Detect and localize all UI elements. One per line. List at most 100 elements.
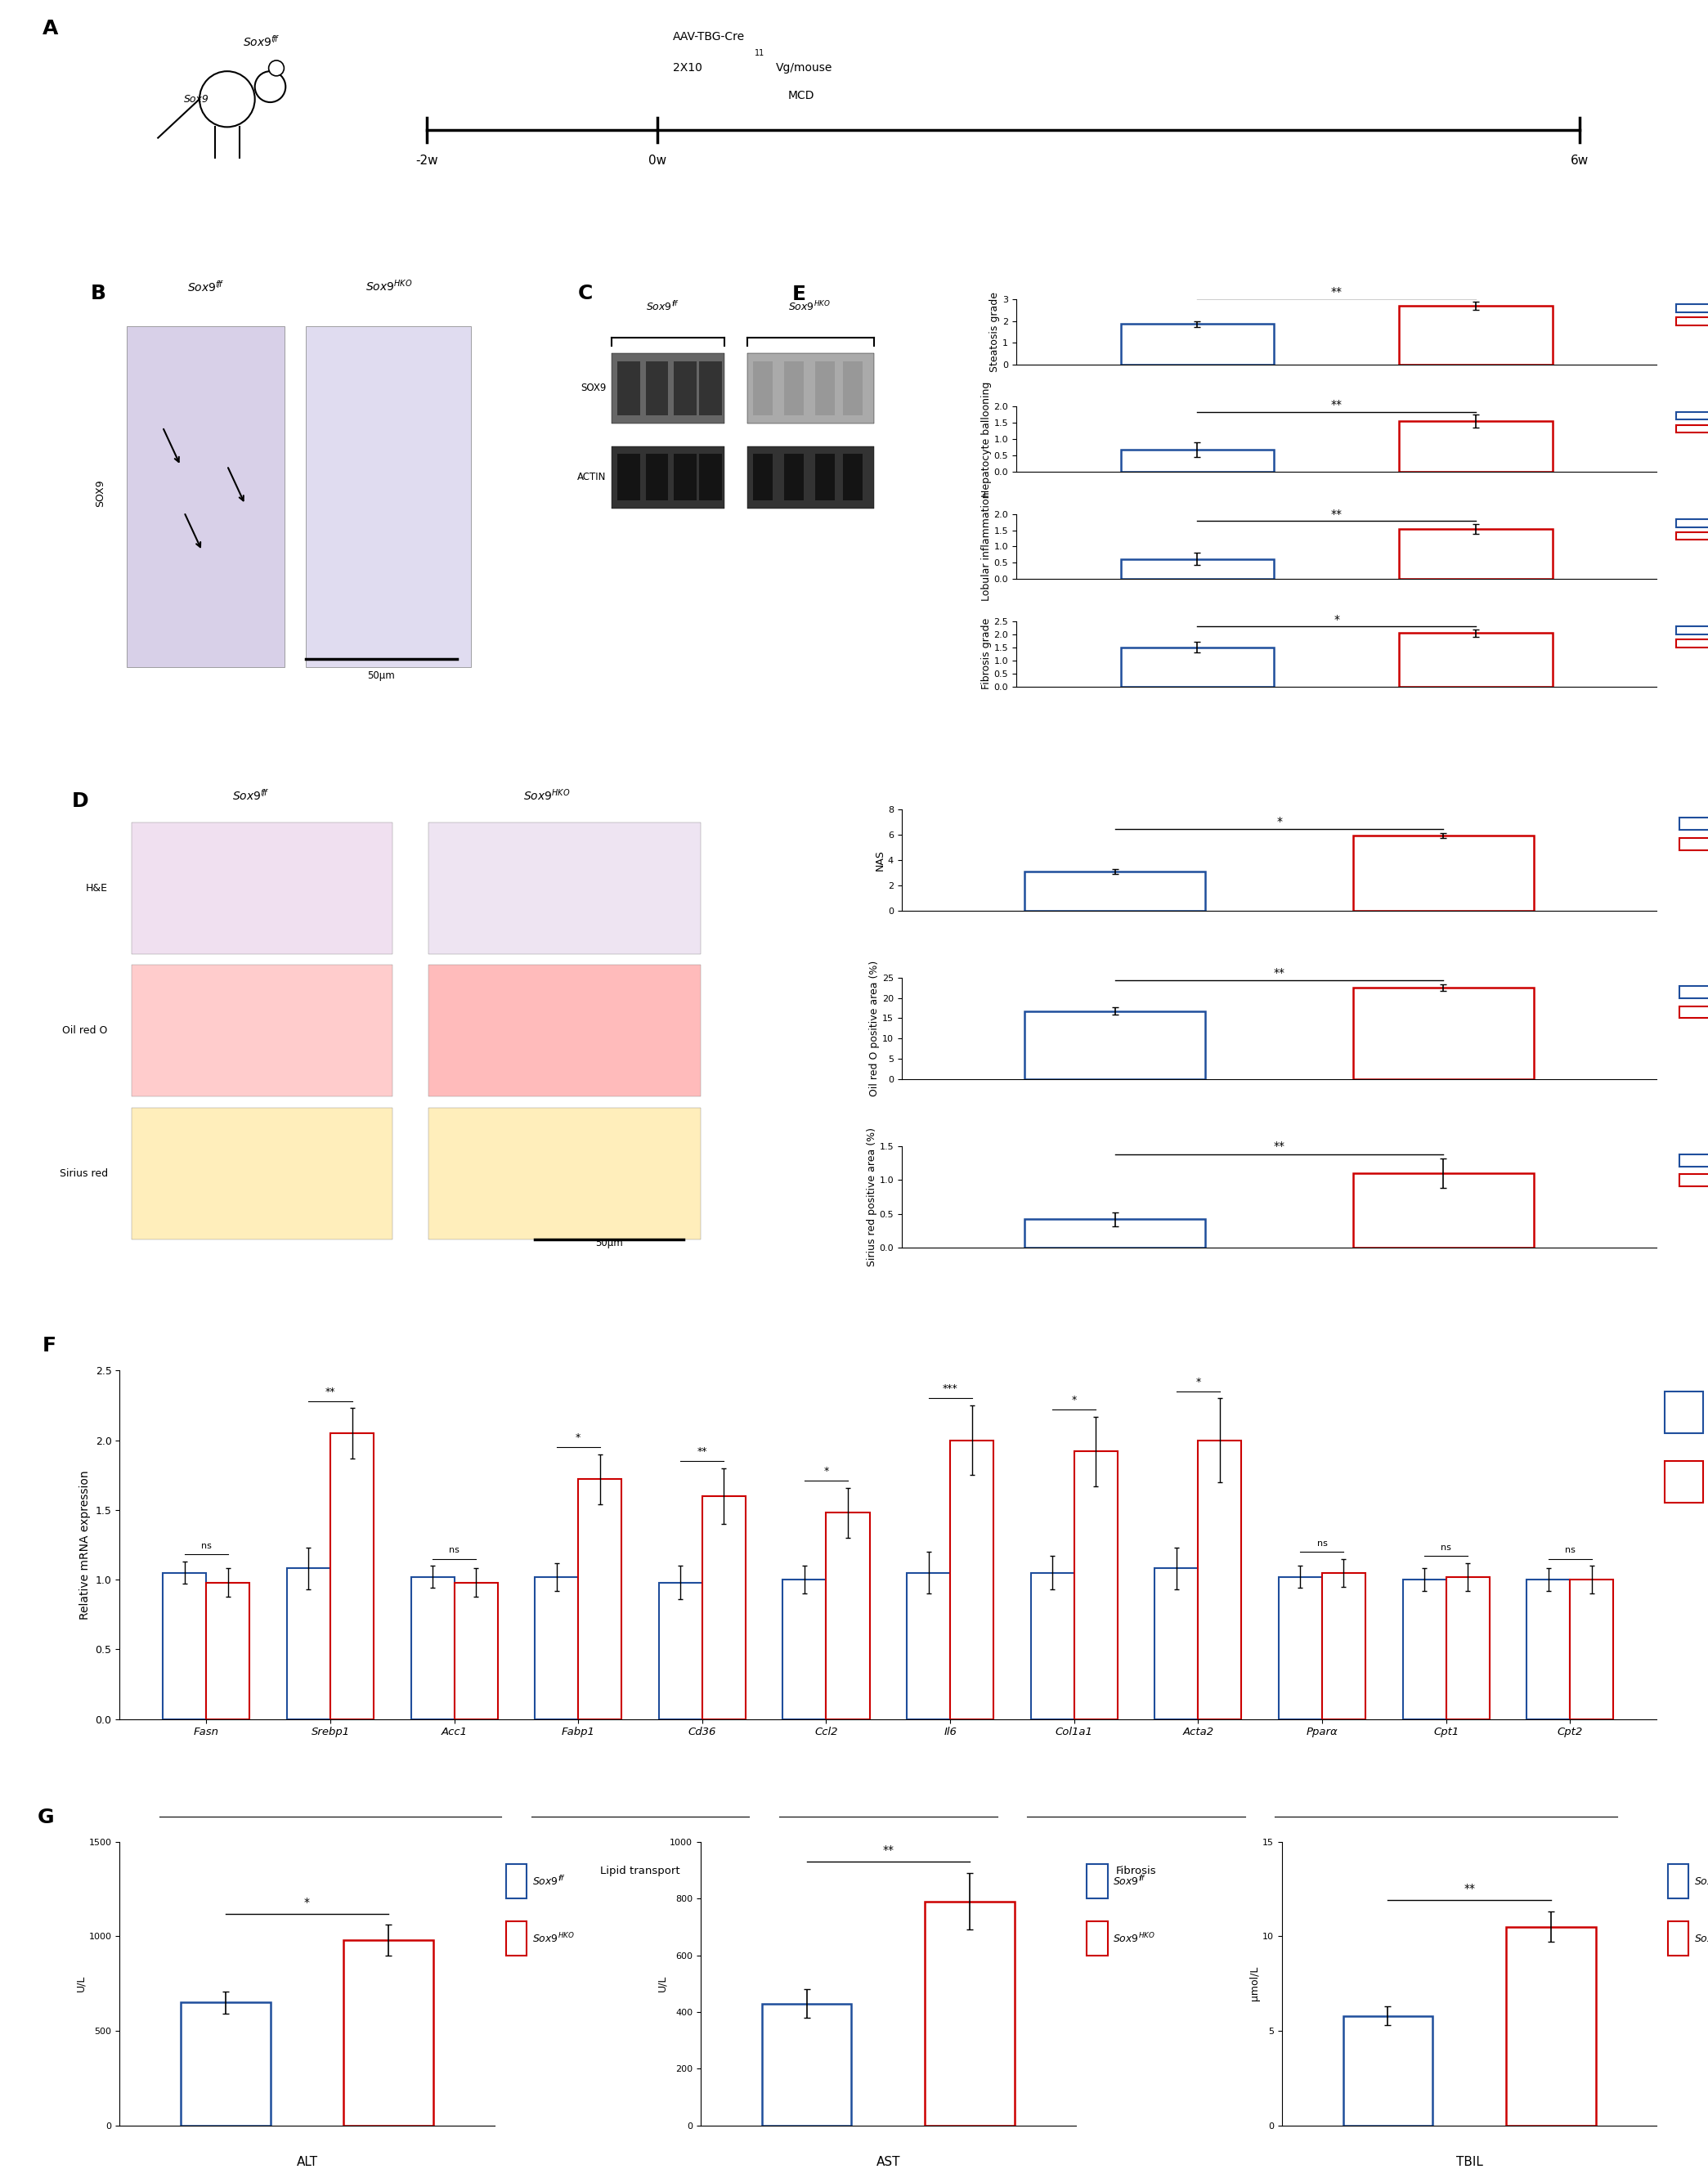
Text: DNL: DNL	[319, 1865, 342, 1876]
Text: $\it{Sox9}$$^{f\!/\!f}$: $\it{Sox9}$$^{f\!/\!f}$	[243, 35, 278, 48]
Bar	[1342, 2015, 1433, 2126]
Text: *: *	[1334, 614, 1339, 625]
Bar	[748, 354, 874, 423]
Bar	[132, 965, 393, 1098]
Text: G: G	[38, 1807, 55, 1826]
Text: $\it{Sox9}$$^{f\!/\!f}$: $\it{Sox9}$$^{f\!/\!f}$	[1114, 1874, 1146, 1887]
Bar	[782, 1579, 827, 1720]
Text: *: *	[823, 1466, 828, 1477]
Text: **: **	[325, 1386, 335, 1397]
Bar	[1025, 872, 1206, 911]
Bar	[1120, 449, 1274, 471]
Bar	[1676, 640, 1708, 646]
Y-axis label: Hepatocyte ballooning: Hepatocyte ballooning	[980, 382, 992, 497]
Bar	[506, 1922, 526, 1954]
Text: TBIL: TBIL	[1455, 2156, 1483, 2167]
Circle shape	[268, 61, 284, 76]
Text: 2X10: 2X10	[673, 63, 702, 74]
Bar	[429, 822, 700, 954]
Bar	[815, 453, 835, 501]
Bar	[748, 447, 874, 508]
Bar	[1676, 627, 1708, 633]
Circle shape	[200, 72, 254, 128]
Text: $\it{Sox9}$$^{f\!/\!f}$: $\it{Sox9}$$^{f\!/\!f}$	[646, 299, 680, 312]
Bar	[1120, 323, 1274, 364]
Text: Lipid transport: Lipid transport	[600, 1865, 680, 1876]
Bar	[1322, 1573, 1365, 1720]
Text: SOX9: SOX9	[581, 384, 606, 393]
Bar	[753, 453, 772, 501]
Text: AAV-TBG-Cre: AAV-TBG-Cre	[673, 30, 745, 43]
Bar	[1030, 1573, 1074, 1720]
Bar	[412, 1577, 454, 1720]
Bar	[1679, 985, 1708, 998]
Text: **: **	[1331, 508, 1342, 521]
Bar	[924, 1902, 1015, 2126]
Bar	[611, 447, 724, 508]
Y-axis label: μmol/L: μmol/L	[1250, 1967, 1261, 2002]
Bar	[535, 1577, 579, 1720]
Text: ns: ns	[202, 1542, 212, 1551]
Bar	[162, 1573, 207, 1720]
Text: Fibrosis: Fibrosis	[1115, 1865, 1156, 1876]
Bar	[762, 2004, 852, 2126]
Bar	[1664, 1392, 1703, 1434]
Bar	[618, 362, 640, 416]
Y-axis label: U/L: U/L	[75, 1976, 87, 1991]
Text: *: *	[304, 1896, 309, 1909]
Bar	[844, 362, 863, 416]
Text: A: A	[43, 20, 58, 39]
Bar	[1676, 412, 1708, 419]
Bar	[1353, 835, 1534, 911]
Text: **: **	[1274, 1141, 1284, 1152]
Text: FAO: FAO	[1435, 1865, 1457, 1876]
Y-axis label: Steatosis grade: Steatosis grade	[989, 291, 1001, 371]
Bar	[907, 1573, 950, 1720]
Text: *: *	[1196, 1377, 1201, 1388]
Bar	[618, 453, 640, 501]
Text: $\it{Sox9}$$^{f\!/\!f}$: $\it{Sox9}$$^{f\!/\!f}$	[531, 1874, 565, 1887]
Bar	[1399, 633, 1553, 685]
Bar	[1664, 1462, 1703, 1503]
Bar	[815, 362, 835, 416]
Bar	[429, 965, 700, 1098]
Text: $\it{Sox9}$$^{HKO}$: $\it{Sox9}$$^{HKO}$	[523, 787, 570, 803]
Bar	[1676, 531, 1708, 540]
Text: 6w: 6w	[1571, 154, 1588, 167]
Bar	[1399, 421, 1553, 471]
Bar	[1669, 1865, 1689, 1898]
Text: **: **	[1464, 1883, 1476, 1896]
Text: ns: ns	[1565, 1546, 1575, 1555]
Bar	[132, 1108, 393, 1238]
Y-axis label: Oil red O positive area (%): Oil red O positive area (%)	[869, 961, 880, 1098]
Bar	[1679, 818, 1708, 829]
Text: $\it{Sox9}$$^{f\!/\!f}$: $\it{Sox9}$$^{f\!/\!f}$	[1694, 1874, 1708, 1887]
Bar	[287, 1568, 330, 1720]
Y-axis label: Lobular inflammation: Lobular inflammation	[980, 492, 992, 601]
Text: $\it{Sox9}$$^{HKO}$: $\it{Sox9}$$^{HKO}$	[366, 278, 412, 295]
Bar	[1086, 1922, 1107, 1954]
Bar	[784, 453, 803, 501]
Bar	[1399, 529, 1553, 579]
Text: $\it{Sox9}$$^{HKO}$: $\it{Sox9}$$^{HKO}$	[531, 1930, 574, 1946]
Bar	[1679, 1006, 1708, 1017]
Bar	[827, 1512, 869, 1720]
Bar	[675, 362, 697, 416]
Text: B: B	[91, 284, 106, 304]
Bar	[343, 1939, 434, 2126]
Bar	[579, 1479, 622, 1720]
Text: 0w: 0w	[649, 154, 666, 167]
Text: AST: AST	[876, 2156, 900, 2167]
Bar	[1120, 646, 1274, 685]
Text: ns: ns	[449, 1546, 459, 1555]
Bar	[646, 362, 668, 416]
Bar	[1506, 1926, 1595, 2126]
Text: 50μm: 50μm	[367, 670, 395, 681]
Text: *: *	[576, 1432, 581, 1442]
Text: *: *	[1071, 1395, 1076, 1406]
Text: *: *	[1276, 816, 1283, 826]
Bar	[429, 1108, 700, 1238]
Text: $\it{Sox9}$$^{HKO}$: $\it{Sox9}$$^{HKO}$	[787, 299, 830, 312]
Bar	[702, 1497, 746, 1720]
Text: ALT: ALT	[297, 2156, 318, 2167]
